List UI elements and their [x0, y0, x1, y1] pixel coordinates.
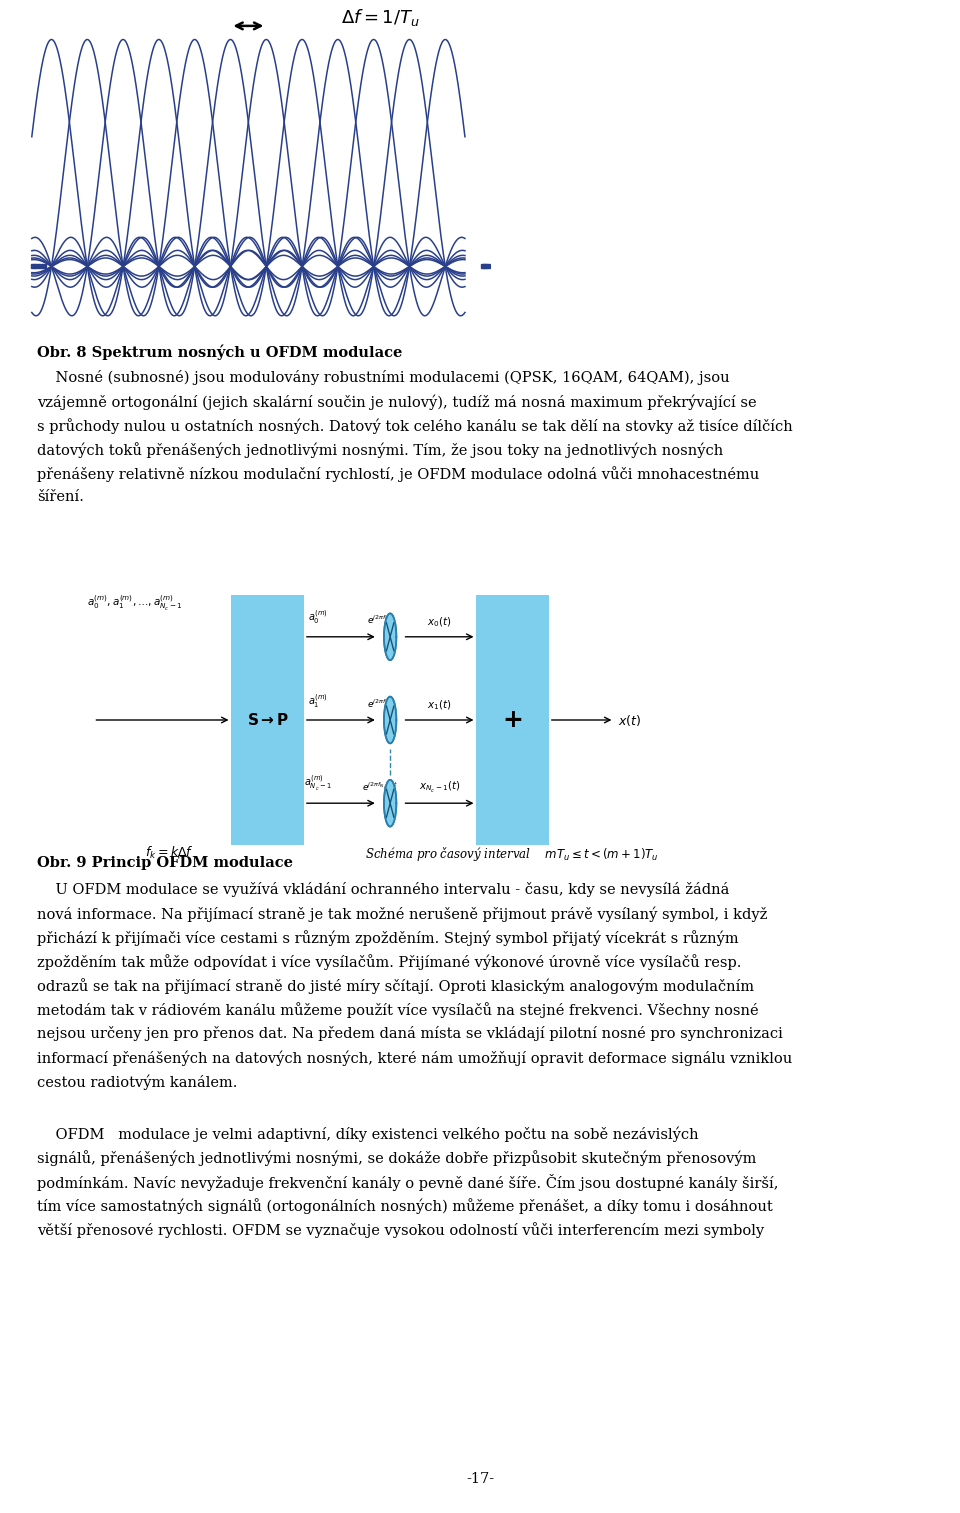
Text: $e^{j2\pi f_0 t}$: $e^{j2\pi f_0 t}$	[367, 614, 393, 626]
Text: Nosné (subnosné) jsou modulovány robustními modulacemi (QPSK, 16QAM, 64QAM), jso: Nosné (subnosné) jsou modulovány robustn…	[37, 371, 730, 384]
Text: větší přenosové rychlosti. OFDM se vyznačuje vysokou odolností vůči interferencí: větší přenosové rychlosti. OFDM se vyzna…	[37, 1223, 764, 1238]
Text: metodám tak v rádiovém kanálu můžeme použít více vysílačů na stejné frekvenci. V: metodám tak v rádiovém kanálu můžeme pou…	[37, 1002, 758, 1018]
Text: $\Delta f = 1/T_u$: $\Delta f = 1/T_u$	[341, 8, 420, 29]
Circle shape	[384, 696, 396, 743]
Text: $e^{j2\pi f_{N_c-1} t}$: $e^{j2\pi f_{N_c-1} t}$	[362, 781, 397, 793]
Text: zpožděním tak může odpovídat i více vysílačům. Přijímané výkonové úrovně více vy: zpožděním tak může odpovídat i více vysí…	[37, 955, 741, 970]
Text: $\mathbf{S{\rightarrow}P}$: $\mathbf{S{\rightarrow}P}$	[247, 713, 289, 728]
Text: OFDM   modulace je velmi adaptivní, díky existenci velkého počtu na sobě nezávis: OFDM modulace je velmi adaptivní, díky e…	[37, 1126, 699, 1141]
Text: $x(t)$: $x(t)$	[618, 713, 641, 728]
Text: datových toků přenášených jednotlivými nosnými. Tím, že jsou toky na jednotlivýc: datových toků přenášených jednotlivými n…	[37, 442, 723, 458]
Text: $a_1^{(m)}$: $a_1^{(m)}$	[308, 691, 327, 710]
FancyBboxPatch shape	[476, 595, 549, 844]
Text: signálů, přenášených jednotlivými nosnými, se dokáže dobře přizpůsobit skutečným: signálů, přenášených jednotlivými nosným…	[37, 1150, 756, 1167]
Text: $x_0(t)$: $x_0(t)$	[427, 616, 452, 629]
Text: +: +	[502, 708, 523, 732]
Text: Schéma pro časový interval    $mT_u \leq t < (m+1)T_u$: Schéma pro časový interval $mT_u \leq t …	[365, 844, 659, 862]
Text: $x_1(t)$: $x_1(t)$	[427, 699, 452, 713]
Text: $a_0^{(m)}$: $a_0^{(m)}$	[308, 608, 327, 626]
FancyBboxPatch shape	[231, 595, 304, 844]
Text: $e^{j2\pi f_1 t}$: $e^{j2\pi f_1 t}$	[367, 697, 393, 710]
Circle shape	[384, 613, 396, 660]
Text: přenášeny relativně nízkou modulační rychlostí, je OFDM modulace odolná vůči mno: přenášeny relativně nízkou modulační ryc…	[37, 466, 759, 481]
Text: $f_k = k\Delta f$: $f_k = k\Delta f$	[145, 844, 194, 861]
Text: nová informace. Na přijímací straně je tak možné nerušeně přijmout právě vysílan: nová informace. Na přijímací straně je t…	[37, 906, 767, 921]
Text: vzájemně ortogonální (jejich skalární součin je nulový), tudíž má nosná maximum : vzájemně ortogonální (jejich skalární so…	[37, 393, 756, 410]
Text: informací přenášených na datových nosných, které nám umožňují opravit deformace : informací přenášených na datových nosnýc…	[37, 1050, 792, 1065]
Text: Obr. 9 Princip OFDM modulace: Obr. 9 Princip OFDM modulace	[37, 856, 293, 870]
Text: podmínkám. Navíc nevyžaduje frekvenční kanály o pevně dané šíře. Čím jsou dostup: podmínkám. Navíc nevyžaduje frekvenční k…	[37, 1174, 779, 1191]
Text: nejsou určeny jen pro přenos dat. Na předem daná místa se vkládají pilotní nosné: nejsou určeny jen pro přenos dat. Na pře…	[37, 1026, 782, 1041]
Text: $x_{N_c-1}(t)$: $x_{N_c-1}(t)$	[419, 781, 461, 796]
Circle shape	[384, 779, 396, 826]
Text: cestou radiotvým kanálem.: cestou radiotvým kanálem.	[37, 1074, 237, 1089]
Text: Obr. 8 Spektrum nosných u OFDM modulace: Obr. 8 Spektrum nosných u OFDM modulace	[37, 343, 402, 360]
Text: $a_{N_c-1}^{(m)}$: $a_{N_c-1}^{(m)}$	[303, 773, 331, 793]
Text: šíření.: šíření.	[37, 490, 84, 504]
Text: U OFDM modulace se využívá vkládání ochranného intervalu - času, kdy se nevysílá: U OFDM modulace se využívá vkládání ochr…	[37, 882, 730, 897]
Text: přichází k přijímači více cestami s různým zpožděním. Stejný symbol přijatý více: přichází k přijímači více cestami s různ…	[37, 930, 738, 946]
Text: $a_0^{(m)},a_1^{(m)},\ldots,a_{N_c-1}^{(m)}$: $a_0^{(m)},a_1^{(m)},\ldots,a_{N_c-1}^{(…	[86, 595, 182, 613]
Text: -17-: -17-	[466, 1472, 494, 1486]
Text: s průchody nulou u ostatních nosných. Datový tok celého kanálu se tak dělí na st: s průchody nulou u ostatních nosných. Da…	[37, 418, 793, 434]
Text: tím více samostatných signálů (ortogonálních nosných) můžeme přenášet, a díky to: tím více samostatných signálů (ortogonál…	[37, 1198, 773, 1213]
Text: odrazů se tak na přijímací straně do jisté míry sčítají. Oproti klasickým analog: odrazů se tak na přijímací straně do jis…	[37, 977, 755, 994]
